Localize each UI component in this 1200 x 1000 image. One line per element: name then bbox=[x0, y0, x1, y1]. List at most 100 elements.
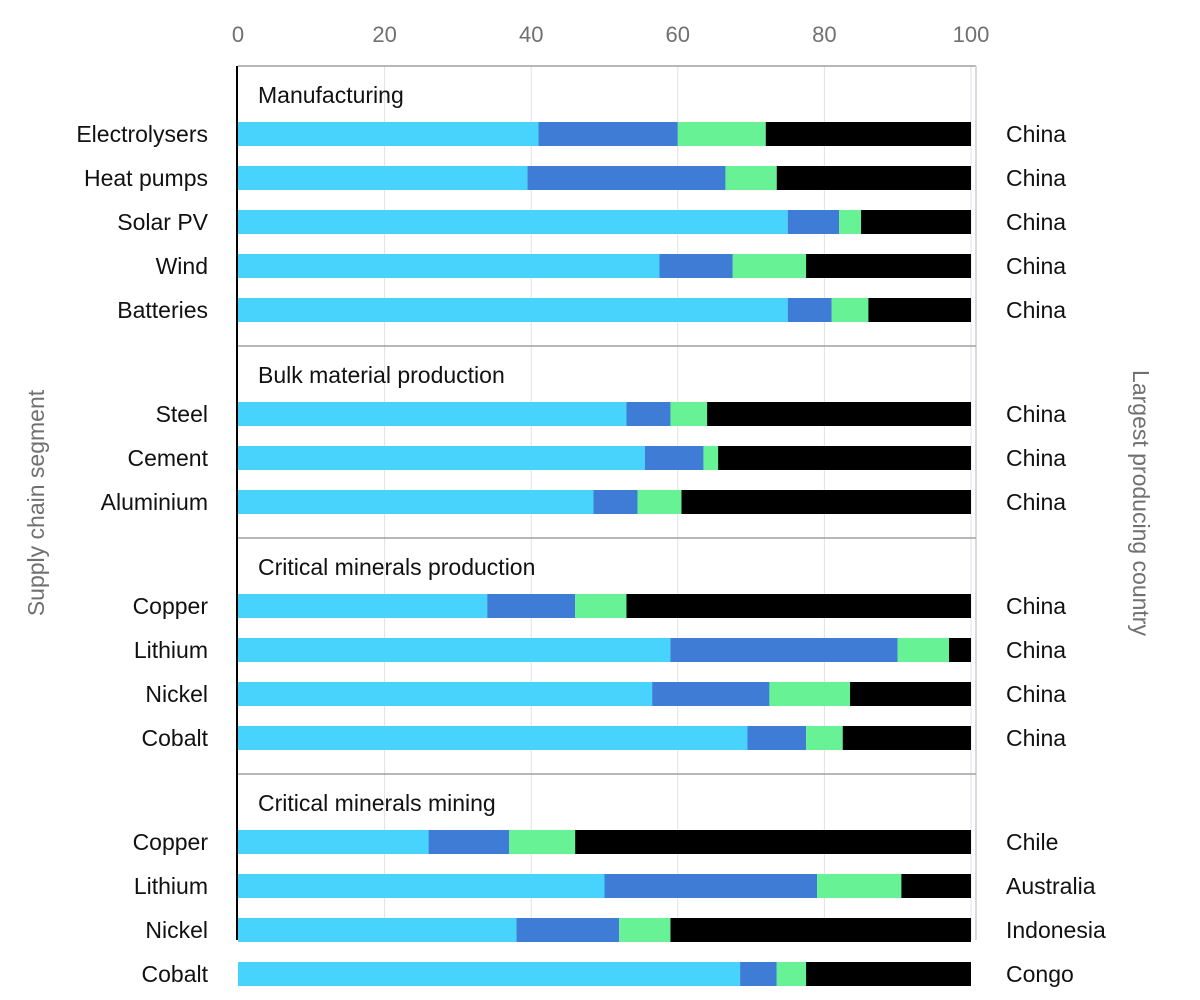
country-label: China bbox=[1006, 401, 1066, 427]
country-label: China bbox=[1006, 165, 1066, 191]
bar-segment-4 bbox=[575, 830, 971, 854]
bar-segment-3 bbox=[769, 682, 851, 706]
category-label: Heat pumps bbox=[84, 165, 208, 191]
bar-segment-3 bbox=[817, 874, 902, 898]
bar-segment-4 bbox=[861, 210, 971, 234]
bar-segment-4 bbox=[718, 446, 971, 470]
bar-segment-1 bbox=[238, 830, 429, 854]
bar-segment-3 bbox=[677, 122, 766, 146]
category-label: Batteries bbox=[117, 297, 208, 323]
bar-segment-3 bbox=[670, 402, 708, 426]
bar-segment-2 bbox=[670, 638, 898, 662]
bar-segment-3 bbox=[619, 918, 671, 942]
x-tick-label: 20 bbox=[372, 22, 396, 47]
bar-segment-3 bbox=[732, 254, 807, 278]
right-axis-title: Largest producing country bbox=[1128, 370, 1154, 636]
bar-segment-2 bbox=[593, 490, 638, 514]
bar-segment-4 bbox=[776, 166, 971, 190]
left-axis-title: Supply chain segment bbox=[23, 389, 49, 616]
bar-segment-3 bbox=[575, 594, 627, 618]
bar-segment-2 bbox=[516, 918, 620, 942]
category-label: Copper bbox=[133, 593, 209, 619]
bar-segment-4 bbox=[626, 594, 971, 618]
country-label: China bbox=[1006, 445, 1066, 471]
bar-segment-3 bbox=[897, 638, 950, 662]
category-label: Cobalt bbox=[142, 961, 209, 987]
bar-segment-2 bbox=[487, 594, 576, 618]
bar-segment-2 bbox=[659, 254, 733, 278]
group-title: Manufacturing bbox=[258, 82, 404, 108]
x-tick-label: 0 bbox=[232, 22, 244, 47]
bar-segment-3 bbox=[725, 166, 777, 190]
bar-segment-1 bbox=[238, 446, 645, 470]
bar-segment-1 bbox=[238, 638, 671, 662]
group-title: Critical minerals mining bbox=[258, 790, 496, 816]
category-label: Aluminium bbox=[101, 489, 208, 515]
category-label: Lithium bbox=[134, 637, 208, 663]
bar-segment-1 bbox=[238, 402, 627, 426]
bar-segment-2 bbox=[604, 874, 818, 898]
bar-segment-1 bbox=[238, 594, 488, 618]
x-tick-label: 40 bbox=[519, 22, 543, 47]
bar-segment-1 bbox=[238, 210, 788, 234]
category-label: Copper bbox=[133, 829, 209, 855]
bar-segment-1 bbox=[238, 918, 517, 942]
bar-segment-2 bbox=[747, 726, 807, 750]
bar-segment-1 bbox=[238, 122, 539, 146]
category-label: Cement bbox=[127, 445, 208, 471]
country-label: China bbox=[1006, 489, 1066, 515]
bar-segment-1 bbox=[238, 682, 653, 706]
country-label: China bbox=[1006, 637, 1066, 663]
bar-segment-4 bbox=[681, 490, 971, 514]
bar-segment-2 bbox=[787, 298, 832, 322]
bar-segment-1 bbox=[238, 254, 660, 278]
country-label: China bbox=[1006, 593, 1066, 619]
bar-segment-3 bbox=[776, 962, 807, 986]
bar-segment-4 bbox=[670, 918, 971, 942]
category-labels: Manufacturing Electrolysers China Heat pump… bbox=[76, 82, 1106, 987]
x-tick-label: 100 bbox=[953, 22, 990, 47]
bar-segment-4 bbox=[850, 682, 971, 706]
category-label: Solar PV bbox=[117, 209, 208, 235]
group-title: Critical minerals production bbox=[258, 554, 535, 580]
bar-segment-1 bbox=[238, 166, 528, 190]
bar-segment-2 bbox=[740, 962, 777, 986]
country-label: Australia bbox=[1006, 873, 1096, 899]
country-label: China bbox=[1006, 297, 1066, 323]
country-label: China bbox=[1006, 209, 1066, 235]
bar-segment-3 bbox=[509, 830, 576, 854]
bars bbox=[238, 122, 971, 986]
category-label: Electrolysers bbox=[76, 121, 208, 147]
category-label: Nickel bbox=[145, 917, 208, 943]
category-label: Nickel bbox=[145, 681, 208, 707]
country-label: Chile bbox=[1006, 829, 1058, 855]
bar-segment-4 bbox=[842, 726, 971, 750]
bar-segment-4 bbox=[901, 874, 971, 898]
bar-segment-1 bbox=[238, 726, 748, 750]
bar-segment-2 bbox=[538, 122, 678, 146]
bar-segment-2 bbox=[527, 166, 726, 190]
bar-segment-2 bbox=[644, 446, 704, 470]
bar-segment-2 bbox=[652, 682, 770, 706]
bar-segment-3 bbox=[703, 446, 719, 470]
x-tick-label: 60 bbox=[666, 22, 690, 47]
x-axis-ticks: 0 20 40 60 80 100 bbox=[232, 22, 989, 47]
country-label: Congo bbox=[1006, 961, 1074, 987]
bar-segment-4 bbox=[707, 402, 971, 426]
bar-segment-4 bbox=[806, 254, 971, 278]
bar-segment-3 bbox=[806, 726, 843, 750]
country-label: China bbox=[1006, 725, 1066, 751]
bar-segment-4 bbox=[949, 638, 971, 662]
country-label: China bbox=[1006, 253, 1066, 279]
country-label: China bbox=[1006, 121, 1066, 147]
bar-segment-2 bbox=[787, 210, 840, 234]
category-label: Cobalt bbox=[142, 725, 209, 751]
bar-segment-2 bbox=[626, 402, 671, 426]
bar-segment-4 bbox=[806, 962, 971, 986]
bar-segment-3 bbox=[839, 210, 862, 234]
bar-segment-1 bbox=[238, 962, 741, 986]
x-tick-label: 80 bbox=[812, 22, 836, 47]
bar-segment-1 bbox=[238, 298, 788, 322]
bar-segment-1 bbox=[238, 490, 594, 514]
